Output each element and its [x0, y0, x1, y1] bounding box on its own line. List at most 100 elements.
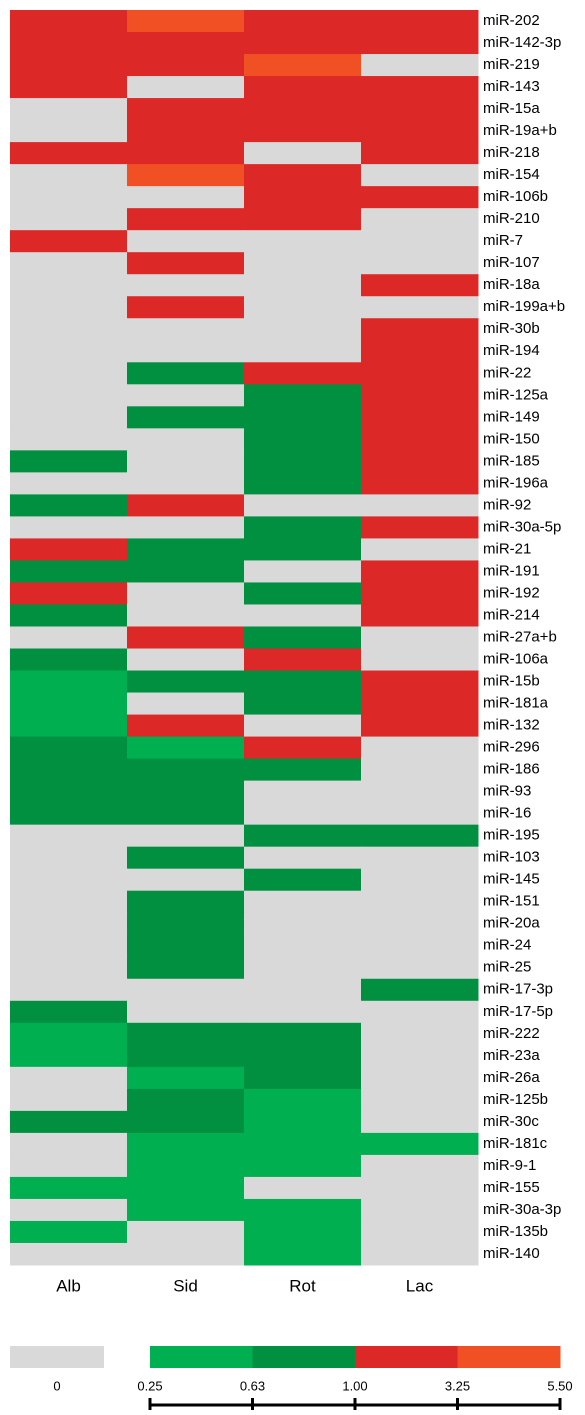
heatmap-cell — [127, 252, 245, 275]
heatmap-cell — [127, 142, 245, 165]
heatmap-cell — [127, 648, 245, 672]
heatmap-cell — [244, 32, 362, 55]
row-label: miR-154 — [483, 166, 540, 183]
heatmap-cell — [127, 956, 245, 980]
row-label: miR-181c — [483, 1135, 548, 1152]
heatmap-cell — [10, 670, 128, 694]
row-label: miR-149 — [483, 408, 540, 425]
heatmap-cell — [127, 1066, 245, 1090]
heatmap-cell — [127, 516, 245, 539]
heatmap-cell — [127, 296, 245, 319]
row-label: miR-143 — [483, 78, 540, 95]
heatmap-cell — [361, 934, 479, 958]
row-label: miR-155 — [483, 1179, 540, 1196]
row-label: miR-106b — [483, 188, 548, 205]
column-label: Sid — [173, 1276, 198, 1295]
heatmap-cell — [127, 824, 245, 848]
heatmap-cell — [10, 1022, 128, 1046]
heatmap-cell — [127, 714, 245, 738]
heatmap-cell — [361, 846, 479, 870]
heatmap-cell — [361, 32, 479, 55]
row-label: miR-219 — [483, 56, 540, 73]
heatmap-cell — [127, 164, 245, 187]
heatmap-cell — [361, 340, 479, 363]
heatmap-cell — [244, 890, 362, 914]
heatmap-cell — [244, 120, 362, 143]
heatmap-cell — [361, 1044, 479, 1068]
heatmap-cell — [10, 714, 128, 738]
heatmap-cell — [127, 340, 245, 363]
legend-swatch — [10, 1346, 104, 1368]
heatmap-cell — [10, 1198, 128, 1222]
heatmap-cell — [127, 54, 245, 77]
heatmap-cell — [361, 560, 479, 583]
heatmap-cell — [361, 164, 479, 187]
heatmap-cell — [127, 736, 245, 760]
row-label: miR-151 — [483, 893, 540, 910]
heatmap-cell — [10, 560, 128, 583]
heatmap-cell — [244, 494, 362, 517]
heatmap-cell — [361, 516, 479, 539]
heatmap-cell — [244, 560, 362, 583]
heatmap-cell — [10, 780, 128, 804]
heatmap-cell — [127, 362, 245, 385]
heatmap-cell — [10, 824, 128, 848]
heatmap-cell — [10, 1154, 128, 1178]
heatmap-cell — [244, 164, 362, 187]
heatmap-cell — [127, 98, 245, 121]
heatmap-cell — [244, 450, 362, 473]
legend-swatch — [355, 1346, 458, 1368]
heatmap-cell — [10, 736, 128, 760]
heatmap-cell — [244, 1242, 362, 1266]
row-label: miR-93 — [483, 783, 531, 800]
heatmap-cell — [127, 582, 245, 605]
heatmap-cell — [10, 1088, 128, 1112]
heatmap-cell — [10, 692, 128, 716]
heatmap-cell — [244, 648, 362, 672]
heatmap-cell — [127, 472, 245, 495]
heatmap-cell — [10, 10, 128, 33]
heatmap-cell — [127, 780, 245, 804]
heatmap-cell — [127, 1198, 245, 1222]
heatmap-cell — [361, 54, 479, 77]
heatmap-cell — [361, 890, 479, 914]
heatmap-cell — [10, 142, 128, 165]
row-label: miR-202 — [483, 12, 540, 29]
heatmap-cell — [10, 912, 128, 936]
heatmap-cell — [10, 76, 128, 99]
heatmap-cell — [361, 1000, 479, 1024]
heatmap-cell — [244, 54, 362, 77]
heatmap-cell — [361, 978, 479, 1002]
heatmap-cell — [361, 296, 479, 319]
heatmap-cell — [127, 934, 245, 958]
heatmap-cell — [361, 1242, 479, 1266]
column-label: Lac — [406, 1276, 434, 1295]
row-label: miR-135b — [483, 1223, 548, 1240]
heatmap-cell — [10, 362, 128, 385]
heatmap-cell — [127, 912, 245, 936]
heatmap-cell — [127, 1176, 245, 1200]
row-label: miR-21 — [483, 540, 531, 557]
heatmap-cell — [10, 1242, 128, 1266]
heatmap-cell — [244, 252, 362, 275]
heatmap-cell — [10, 846, 128, 870]
heatmap-cell — [244, 472, 362, 495]
heatmap-cell — [244, 406, 362, 429]
heatmap-cell — [244, 758, 362, 782]
heatmap-cell — [244, 736, 362, 760]
heatmap-cell — [10, 1176, 128, 1200]
heatmap-cell — [361, 692, 479, 716]
row-label: miR-15b — [483, 673, 540, 690]
heatmap-cell — [361, 76, 479, 99]
row-label: miR-185 — [483, 452, 540, 469]
heatmap-cell — [361, 1110, 479, 1134]
heatmap-cell — [10, 54, 128, 77]
row-label: miR-17-5p — [483, 1003, 553, 1020]
row-label: miR-30a-5p — [483, 518, 561, 535]
row-label: miR-18a — [483, 276, 540, 293]
heatmap-cell — [10, 186, 128, 209]
heatmap-cell — [10, 208, 128, 231]
heatmap-cell — [10, 1132, 128, 1156]
heatmap-cell — [127, 1242, 245, 1266]
